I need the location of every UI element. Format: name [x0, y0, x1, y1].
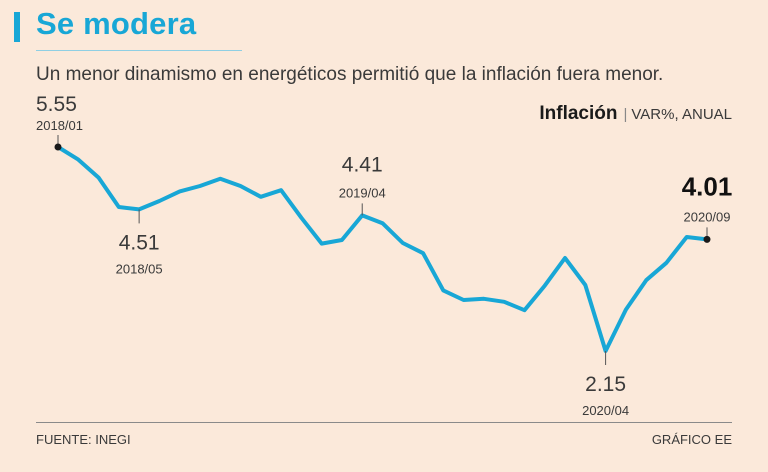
annotation-date-2020/09: 2020/09: [684, 209, 731, 224]
subtitle: Un menor dinamismo en energéticos permit…: [36, 64, 664, 85]
footer-divider: [36, 422, 732, 423]
annotation-dot-2020/09: [703, 235, 711, 243]
annotation-date-2018/05: 2018/05: [116, 261, 163, 276]
annotation-dot-2018/01: [54, 143, 62, 151]
annotation-date-2020/04: 2020/04: [582, 403, 629, 418]
annotation-value-2020/04: 2.15: [585, 373, 626, 396]
annotation-date-2018/01: 2018/01: [36, 118, 83, 133]
source-note: FUENTE: INEGI: [36, 432, 131, 447]
annotation-value-2019/04: 4.41: [342, 153, 383, 176]
annotation-value-2020/09: 4.01: [682, 171, 733, 201]
annotation-date-2019/04: 2019/04: [339, 185, 386, 200]
graphic-credit: GRÁFICO EE: [651, 432, 732, 447]
annotation-value-2018/01: 5.55: [36, 93, 77, 116]
annotation-value-2018/05: 4.51: [119, 231, 160, 254]
series-unit: VAR%, ANUAL: [631, 106, 732, 123]
page-title: Se modera: [36, 6, 197, 41]
series-label: Inflación | VAR%, ANUAL: [539, 103, 732, 125]
series-name: Inflación: [539, 103, 618, 124]
series-separator: |: [623, 106, 628, 123]
inflation-series-line: [56, 145, 709, 353]
title-underline: [36, 50, 242, 51]
title-accent-bar: [14, 12, 20, 42]
